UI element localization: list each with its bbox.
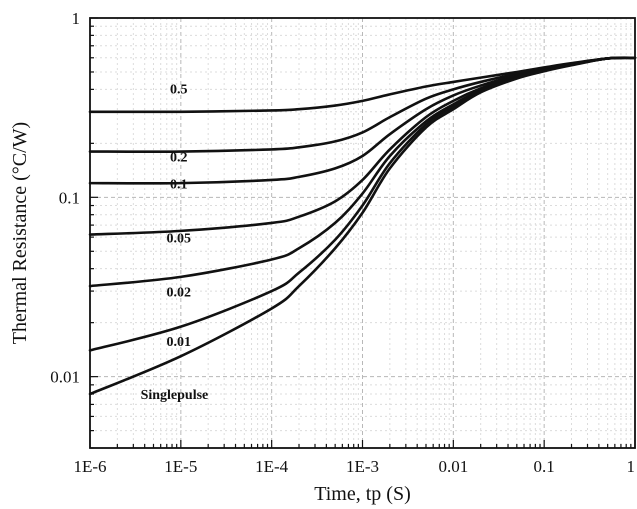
- x-tick-label: 1: [627, 457, 636, 476]
- series-label-0-01: 0.01: [167, 335, 192, 350]
- x-tick-label: 1E-4: [255, 457, 289, 476]
- x-tick-label: 0.1: [534, 457, 555, 476]
- x-tick-label: 1E-3: [346, 457, 379, 476]
- series-labels: 0.5 0.2 0.1 0.05 0.02 0.01 Singlepulse: [141, 82, 209, 403]
- y-tick-label: 0.1: [59, 188, 80, 207]
- series-label-singlepulse: Singlepulse: [141, 388, 209, 403]
- series-label-0-02: 0.02: [167, 285, 192, 300]
- y-axis-title: Thermal Resistance (°C/W): [9, 122, 31, 344]
- series-label-0-05: 0.05: [167, 231, 192, 246]
- x-tick-label: 0.01: [438, 457, 468, 476]
- y-tick-label: 1: [72, 9, 81, 28]
- y-tick-label: 0.01: [50, 368, 80, 387]
- x-axis-title: Time, tp (S): [314, 483, 411, 505]
- series-label-0-5: 0.5: [170, 82, 188, 97]
- series-label-0-2: 0.2: [170, 151, 188, 166]
- x-tick-label: 1E-5: [164, 457, 197, 476]
- series-line-singlepulse: [88, 56, 637, 396]
- series-curves: [88, 56, 637, 396]
- axis-ticks: 1E-6 1E-5 1E-4 1E-3 0.01 0.1 1 0.01 0.1 1: [50, 9, 636, 476]
- x-tick-label: 1E-6: [73, 457, 106, 476]
- series-label-0-1: 0.1: [170, 177, 188, 192]
